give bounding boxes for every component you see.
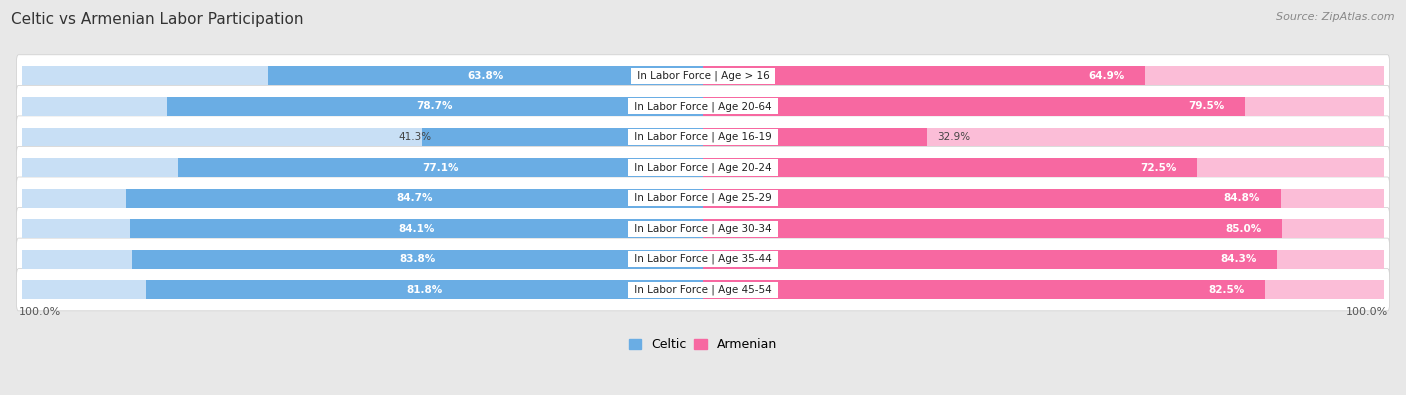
Text: 83.8%: 83.8% (399, 254, 436, 264)
Bar (22, 189, 703, 207)
Bar (22, 280, 703, 299)
Text: In Labor Force | Age 45-54: In Labor Force | Age 45-54 (631, 284, 775, 295)
FancyBboxPatch shape (17, 55, 1389, 97)
Bar (132, 250, 703, 269)
Bar (703, 250, 1384, 269)
Text: 78.7%: 78.7% (416, 102, 453, 111)
Bar (703, 280, 1384, 299)
Text: In Labor Force | Age 16-19: In Labor Force | Age 16-19 (631, 132, 775, 142)
Bar (22, 128, 703, 147)
Bar (703, 128, 1384, 147)
FancyBboxPatch shape (17, 269, 1389, 311)
Bar (146, 280, 703, 299)
Bar (167, 97, 703, 116)
Bar (703, 66, 1384, 85)
FancyBboxPatch shape (17, 85, 1389, 128)
Bar (703, 189, 1281, 207)
Bar (703, 97, 1244, 116)
Text: 72.5%: 72.5% (1140, 162, 1177, 173)
Bar (703, 280, 1265, 299)
Bar (703, 189, 1384, 207)
Text: 32.9%: 32.9% (938, 132, 970, 142)
Text: 85.0%: 85.0% (1225, 224, 1261, 233)
Bar (703, 250, 1277, 269)
Text: 84.3%: 84.3% (1220, 254, 1257, 264)
Bar (703, 158, 1384, 177)
Text: 63.8%: 63.8% (468, 71, 503, 81)
Text: 79.5%: 79.5% (1188, 102, 1225, 111)
Text: 84.1%: 84.1% (398, 224, 434, 233)
Text: In Labor Force | Age 20-64: In Labor Force | Age 20-64 (631, 101, 775, 112)
Bar (22, 219, 703, 238)
Text: 81.8%: 81.8% (406, 285, 443, 295)
Text: 77.1%: 77.1% (422, 162, 458, 173)
Text: 82.5%: 82.5% (1208, 285, 1244, 295)
Text: Source: ZipAtlas.com: Source: ZipAtlas.com (1277, 12, 1395, 22)
Bar (22, 158, 703, 177)
Bar (703, 97, 1384, 116)
Bar (703, 128, 927, 147)
Bar (703, 66, 1144, 85)
Bar (703, 158, 1197, 177)
Bar (703, 219, 1282, 238)
Bar (269, 66, 703, 85)
Text: 41.3%: 41.3% (399, 132, 432, 142)
Bar (22, 97, 703, 116)
Bar (703, 219, 1384, 238)
Legend: Celtic, Armenian: Celtic, Armenian (624, 333, 782, 356)
Bar (22, 66, 703, 85)
Text: In Labor Force | Age 35-44: In Labor Force | Age 35-44 (631, 254, 775, 264)
FancyBboxPatch shape (17, 238, 1389, 280)
FancyBboxPatch shape (17, 147, 1389, 189)
FancyBboxPatch shape (17, 207, 1389, 250)
Text: Celtic vs Armenian Labor Participation: Celtic vs Armenian Labor Participation (11, 12, 304, 27)
Text: 100.0%: 100.0% (18, 307, 60, 317)
Text: In Labor Force | Age 25-29: In Labor Force | Age 25-29 (631, 193, 775, 203)
FancyBboxPatch shape (17, 116, 1389, 158)
Text: In Labor Force | Age 30-34: In Labor Force | Age 30-34 (631, 224, 775, 234)
FancyBboxPatch shape (17, 177, 1389, 219)
Text: 64.9%: 64.9% (1088, 71, 1125, 81)
Text: 84.8%: 84.8% (1223, 193, 1260, 203)
Bar (22, 250, 703, 269)
Text: 84.7%: 84.7% (396, 193, 433, 203)
Text: In Labor Force | Age > 16: In Labor Force | Age > 16 (634, 71, 772, 81)
Bar (177, 158, 703, 177)
Bar (131, 219, 703, 238)
Bar (422, 128, 703, 147)
Text: 100.0%: 100.0% (1346, 307, 1388, 317)
Bar (127, 189, 703, 207)
Text: In Labor Force | Age 20-24: In Labor Force | Age 20-24 (631, 162, 775, 173)
